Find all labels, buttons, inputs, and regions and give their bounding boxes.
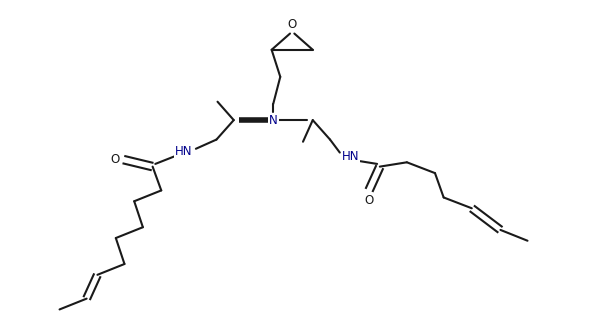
Text: N: N: [269, 114, 278, 127]
Text: O: O: [364, 194, 374, 207]
Text: O: O: [288, 18, 297, 31]
Text: O: O: [111, 153, 120, 166]
Text: HN: HN: [342, 150, 359, 163]
Text: HN: HN: [175, 145, 193, 158]
